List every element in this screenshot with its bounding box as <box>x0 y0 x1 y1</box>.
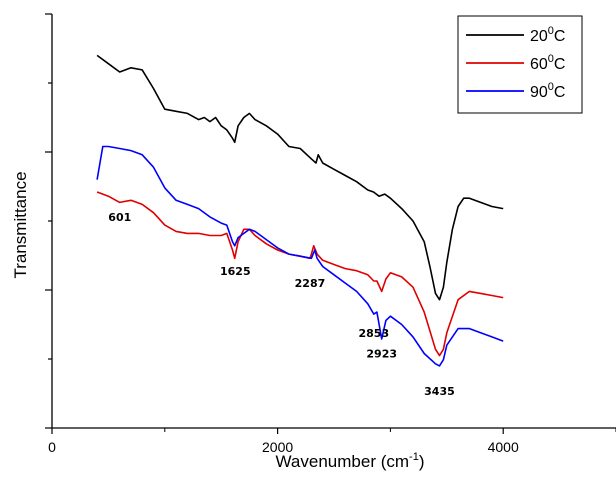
x-axis-title: Wavenumber (cm-1) <box>276 451 425 471</box>
peak-annotation: 3435 <box>424 385 455 398</box>
peak-annotation: 2923 <box>366 348 397 361</box>
series-line-90C <box>96 145 504 367</box>
x-axis-title-main: Wavenumber (cm <box>276 452 410 471</box>
legend-label: 600C <box>530 53 565 73</box>
x-tick-label: 0 <box>48 439 56 455</box>
series-layer <box>96 54 504 367</box>
peak-annotation: 1625 <box>220 265 251 278</box>
y-axis-title: Transmittance <box>11 171 30 278</box>
peak-annotation: 2853 <box>359 327 390 340</box>
x-axis-title-sup: -1 <box>409 451 419 463</box>
x-tick-label: 2000 <box>262 439 293 455</box>
legend: 200C 600C 900C <box>457 15 583 114</box>
legend-box <box>457 15 583 114</box>
legend-label: 900C <box>530 81 565 101</box>
series-line-60C <box>96 191 504 357</box>
y-axis-ticks <box>45 13 52 429</box>
series-line-20C <box>96 54 504 301</box>
x-axis-ticks: 0 2000 4000 <box>48 428 616 455</box>
peak-annotation: 2287 <box>295 277 326 290</box>
x-axis-title-tail: ) <box>419 452 425 471</box>
legend-items: 200C 600C 900C <box>466 25 565 101</box>
legend-label: 200C <box>530 25 565 45</box>
peak-annotation: 601 <box>108 211 131 224</box>
x-tick-label: 4000 <box>488 439 519 455</box>
annotation-layer: 601 1625 2287 2853 2923 3435 <box>108 211 454 398</box>
plot-area: 601 1625 2287 2853 2923 3435 <box>96 54 504 398</box>
